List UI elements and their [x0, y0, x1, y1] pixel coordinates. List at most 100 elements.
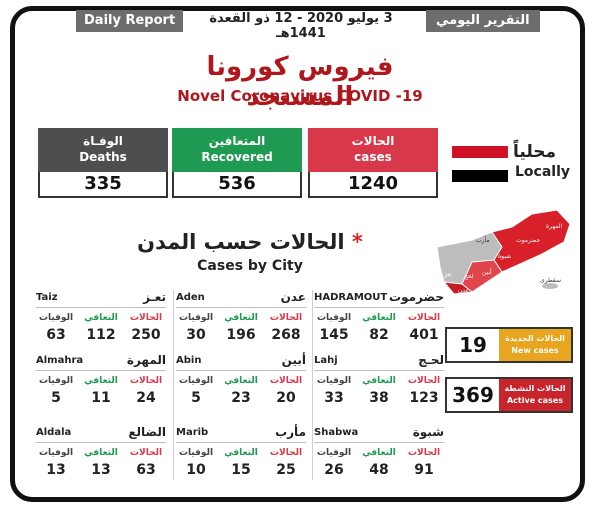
locally-label-en: Locally: [515, 164, 571, 180]
city-deaths: 145: [319, 327, 349, 343]
map-label-socotra: سقطرى: [540, 277, 561, 284]
deaths-col-label: الوفيات: [38, 376, 74, 386]
active-cases-label: الحالات النشطة Active cases: [499, 379, 571, 411]
city-name-ar: عدن: [280, 290, 306, 304]
map-label-aden: عدن: [458, 287, 469, 294]
recovered-col-label: التعافي: [84, 376, 118, 386]
recovered-col-label: التعافي: [224, 448, 258, 458]
locally-label-ar: محلياً: [513, 142, 557, 162]
city-cases: 91: [414, 462, 434, 478]
city-taiz: Taiz تعـز الوفيات التعافي الحالات 63 112 250: [36, 290, 166, 360]
daily-report-badge-ar: التقرير اليومي: [426, 10, 540, 32]
column-divider: [173, 290, 174, 480]
cities-title-ar-text: الحالات حسب المدن: [137, 230, 345, 254]
page-title-en: Novel Coronavirus COVID -19: [177, 87, 423, 105]
city-marib: Marib مأرب الوفيات التعافي الحالات 10 15 25: [176, 425, 306, 495]
yemen-map-icon: حضرموت المهرة شبوة أبين عدن لحج تعز سقطر…: [436, 209, 571, 295]
active-cases-box: 369 الحالات النشطة Active cases: [445, 377, 573, 413]
city-deaths: 5: [191, 390, 201, 406]
city-deaths: 26: [324, 462, 344, 478]
cases-col-label: الحالات: [129, 376, 163, 386]
city-name-en: Shabwa: [314, 427, 359, 438]
deaths-col-label: الوفيات: [178, 313, 214, 323]
city-lahj: Lahj لحـج الوفيات التعافي الحالات 33 38 123: [314, 353, 444, 423]
city-cases: 63: [136, 462, 156, 478]
city-name-ar: حضرموت: [389, 290, 444, 304]
city-cases: 268: [271, 327, 301, 343]
city-name-ar: لحـج: [418, 353, 444, 367]
cases-col-label: الحالات: [407, 313, 441, 323]
page-title-ar: فيروس كورونا المستجد: [206, 52, 394, 112]
city-recovered: 48: [369, 462, 389, 478]
city-cases: 20: [276, 390, 296, 406]
cases-col-label: الحالات: [269, 448, 303, 458]
city-name-ar: أبين: [281, 353, 306, 367]
city-aden: Aden عدن الوفيات التعافي الحالات 30 196 268: [176, 290, 306, 360]
yemen-flag-icon: [452, 146, 508, 182]
city-cases: 24: [136, 390, 156, 406]
recovered-value: 536: [172, 172, 302, 198]
city-name-en: Abin: [176, 355, 202, 366]
city-shabwa: Shabwa شبوة الوفيات التعافي الحالات 26 48 91: [314, 425, 444, 495]
cases-col-label: الحالات: [407, 376, 441, 386]
report-date: 3 يوليو 2020 - 12 ذو القعدة 1441هـ: [209, 11, 393, 41]
city-name-en: HADRAMOUT: [314, 292, 388, 303]
city-name-en: Almahra: [36, 355, 84, 366]
city-deaths: 5: [51, 390, 61, 406]
cases-col-label: الحالات: [129, 448, 163, 458]
city-name-ar: شبوة: [412, 425, 444, 439]
recovered-col-label: التعافي: [362, 376, 396, 386]
cases-card-header: الحالات cases: [308, 128, 438, 172]
city-name-en: Lahj: [314, 355, 338, 366]
active-cases-value: 369: [452, 383, 494, 407]
new-cases-label-ar: الحالات الجديدة: [505, 334, 565, 343]
city-recovered: 196: [226, 327, 256, 343]
recovered-label-en: Recovered: [201, 150, 273, 164]
city-recovered: 112: [86, 327, 116, 343]
city-recovered: 11: [91, 390, 111, 406]
recovered-card: المتعافين Recovered 536: [172, 128, 302, 198]
deaths-col-label: الوفيات: [178, 448, 214, 458]
city-recovered: 13: [91, 462, 111, 478]
city-name-en: Aden: [176, 292, 205, 303]
recovered-col-label: التعافي: [84, 448, 118, 458]
deaths-col-label: الوفيات: [38, 448, 74, 458]
city-recovered: 15: [231, 462, 251, 478]
daily-report-badge: Daily Report: [76, 10, 184, 32]
city-deaths: 10: [186, 462, 206, 478]
city-cases: 25: [276, 462, 296, 478]
deaths-card-header: الوفـاة Deaths: [38, 128, 168, 172]
map-label-mahra: المهرة: [546, 223, 563, 230]
cities-title-en: Cases by City: [197, 258, 303, 274]
cases-col-label: الحالات: [269, 313, 303, 323]
city-recovered: 82: [369, 327, 389, 343]
city-deaths: 33: [324, 390, 344, 406]
new-cases-label: الحالات الجديدة New cases: [499, 329, 571, 361]
deaths-label-en: Deaths: [79, 150, 127, 164]
city-name-ar: المهرة: [126, 353, 166, 367]
cases-card: الحالات cases 1240: [308, 128, 438, 198]
cases-label-ar: الحالات: [351, 134, 395, 148]
map-label-taiz: تعز: [443, 271, 452, 278]
city-cases: 123: [409, 390, 439, 406]
city-name-en: Marib: [176, 427, 209, 438]
city-recovered: 38: [369, 390, 389, 406]
city-deaths: 63: [46, 327, 66, 343]
column-divider: [312, 290, 313, 480]
city-almahra: Almahra المهرة الوفيات التعافي الحالات 5 11 2…: [36, 353, 166, 423]
map-label-hadramout: حضرموت: [516, 237, 540, 244]
city-aldala: Aldala الضالع الوفيات التعافي الحالات 13 13 6…: [36, 425, 166, 495]
map-label-marib: مأرب: [476, 235, 490, 244]
city-cases: 250: [131, 327, 161, 343]
deaths-col-label: الوفيات: [38, 313, 74, 323]
active-cases-label-ar: الحالات النشطة: [504, 384, 566, 393]
city-name-ar: الضالع: [128, 425, 166, 439]
deaths-card: الوفـاة Deaths 335: [38, 128, 168, 198]
city-abin: Abin أبين الوفيات التعافي الحالات 5 23 20: [176, 353, 306, 423]
deaths-label-ar: الوفـاة: [83, 134, 123, 148]
city-deaths: 30: [186, 327, 206, 343]
cities-title-star: *: [351, 230, 363, 254]
cities-title-ar: الحالات حسب المدن *: [120, 230, 380, 254]
recovered-col-label: التعافي: [224, 313, 258, 323]
recovered-col-label: التعافي: [362, 313, 396, 323]
